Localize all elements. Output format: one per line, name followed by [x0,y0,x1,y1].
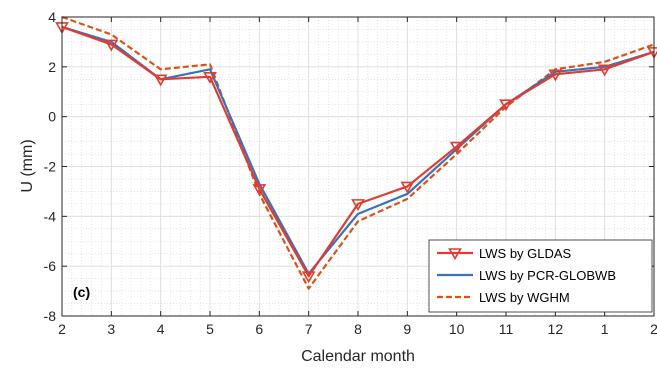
y-tick-label: -4 [44,208,57,224]
series-marker [301,271,316,284]
series-marker [499,99,513,112]
x-tick-label: 12 [548,321,564,337]
y-axis-title: U (mm) [19,139,36,192]
legend: LWS by GLDAS LWS by PCR-GLOBWB LWS by WGHM [428,239,653,313]
series-marker [104,39,119,52]
x-tick-label: 11 [499,321,514,337]
x-tick-label: 7 [305,321,313,337]
x-tick-label: 3 [107,321,115,337]
y-tick-label: 2 [48,59,56,75]
y-tick-label: 4 [48,9,56,25]
series-marker [449,141,464,154]
series-layer [55,15,657,290]
panel-label: (c) [73,284,90,300]
x-tick-label: 10 [449,321,465,337]
x-tick-label: 1 [601,321,609,337]
x-tick-label: 4 [157,321,165,337]
axis-ticks [61,16,655,317]
y-tick-label: -6 [44,258,57,274]
legend-marker [448,248,462,261]
series-marker [548,69,563,82]
series-marker [400,181,415,194]
series-marker [252,184,267,197]
x-tick-label: 5 [206,321,214,337]
series-marker [153,74,168,87]
series-marker [203,72,217,84]
legend-label: LWS by WGHM [479,290,570,305]
y-tick-label: 0 [48,109,56,125]
x-tick-label: 2 [650,321,657,337]
legend-label: LWS by PCR-GLOBWB [479,268,616,283]
y-tick-labels: -8 -6 -4 -2 0 2 4 [44,9,57,324]
x-tick-label: 8 [354,321,362,337]
series-line [61,25,655,278]
series-line [61,15,655,290]
series-marker [351,199,365,211]
series-marker [597,64,612,77]
x-axis-title: Calendar month [301,348,415,365]
x-tick-label: 2 [58,321,66,337]
x-tick-labels: 2 3 4 5 6 7 8 9 10 11 12 1 2 [58,321,657,337]
x-tick-label: 9 [403,321,411,337]
y-tick-label: -2 [44,159,57,175]
y-tick-label: -8 [44,308,57,324]
legend-label: LWS by GLDAS [479,246,572,261]
x-tick-label: 6 [255,321,263,337]
